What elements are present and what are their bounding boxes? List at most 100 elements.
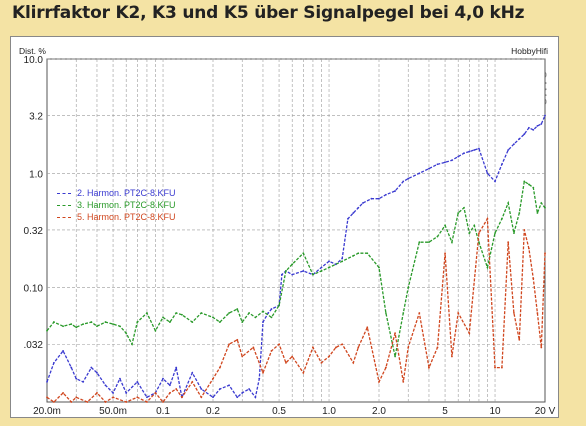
data-point [278, 343, 280, 346]
data-point [270, 316, 273, 319]
data-point [478, 147, 480, 150]
data-point [366, 326, 369, 329]
data-point [236, 338, 239, 341]
legend-label: 2. Harmon. PT2C-8.KFU [77, 188, 176, 198]
x-tick-label: 20 V [535, 406, 556, 417]
data-point [347, 217, 349, 220]
y-tick-label: 0.32 [24, 226, 44, 237]
x-tick-label: 1.0 [322, 406, 336, 417]
plot-area [46, 58, 546, 403]
page-title: Klirrfaktor K2, K3 und K5 über Signalpeg… [12, 3, 525, 23]
data-point [136, 380, 139, 383]
data-point [236, 396, 239, 399]
data-point [418, 241, 421, 244]
data-point [254, 316, 257, 319]
data-point [328, 260, 330, 263]
data-point [125, 332, 128, 335]
data-point [112, 323, 114, 326]
data-point [468, 332, 471, 335]
data-point [280, 273, 283, 276]
x-tick-label: 20.0m [33, 406, 61, 417]
data-point [384, 312, 387, 314]
data-point [46, 396, 48, 399]
data-point [436, 235, 439, 238]
series-line-3 [46, 216, 546, 404]
data-point [218, 366, 221, 369]
data-point [501, 366, 503, 369]
data-point [320, 266, 323, 269]
data-point [501, 217, 503, 220]
data-point [335, 346, 337, 349]
data-point [428, 167, 430, 170]
data-point [528, 183, 530, 186]
data-point [451, 159, 453, 162]
x-tick-label: 0.5 [272, 406, 286, 417]
data-point [191, 321, 194, 323]
data-point [70, 323, 73, 326]
data-point [270, 308, 273, 310]
data-point [228, 384, 230, 387]
data-point [70, 366, 73, 369]
data-point [494, 180, 496, 183]
data-point [291, 263, 294, 266]
legend-swatch [57, 216, 71, 218]
data-point [486, 217, 489, 220]
data-point [291, 273, 294, 276]
data-point [169, 384, 171, 387]
data-point [394, 190, 396, 192]
data-point [507, 202, 510, 204]
data-point [181, 396, 183, 399]
data-point [241, 321, 244, 323]
data-point [212, 396, 214, 399]
chart-frame: Dist. % HobbyHifi SAMS 20.0m50.0m0.10.20… [10, 36, 559, 418]
x-tick-label: 10 [489, 406, 501, 417]
data-point [468, 150, 471, 153]
data-point [457, 312, 460, 314]
data-point [407, 286, 410, 289]
data-point [70, 401, 73, 403]
data-point [175, 366, 178, 369]
data-point [200, 312, 203, 314]
data-point [352, 254, 355, 257]
data-point [540, 123, 543, 125]
data-point [112, 392, 114, 394]
data-point [291, 355, 294, 358]
data-point [146, 396, 148, 399]
data-point [328, 355, 330, 358]
data-point [302, 371, 305, 374]
data-point [357, 346, 360, 349]
data-point [90, 321, 93, 323]
data-point [200, 396, 203, 399]
data-point [162, 401, 164, 403]
data-point [302, 270, 305, 272]
data-point [402, 380, 405, 383]
data-point [362, 202, 364, 204]
data-point [473, 149, 476, 151]
y-tick-label: 0.10 [24, 284, 44, 295]
data-point [146, 312, 148, 314]
data-point [463, 152, 465, 155]
y-tick-label: .032 [24, 340, 44, 351]
data-point [518, 338, 521, 341]
data-point [320, 270, 323, 272]
data-point [428, 241, 430, 244]
data-point [104, 384, 107, 387]
data-point [428, 366, 430, 369]
data-point [175, 312, 178, 314]
y-axis-title: Dist. % [19, 46, 46, 56]
data-point [370, 197, 373, 200]
data-point [75, 396, 78, 399]
legend-item: 2. Harmon. PT2C-8.KFU [57, 187, 176, 199]
legend-label: 3. Harmon. PT2C-8.KFU [77, 200, 176, 210]
x-tick-label: 0.2 [206, 406, 220, 417]
data-point [248, 388, 251, 390]
legend-label: 5. Harmon. PT2C-8.KFU [77, 212, 176, 222]
data-point [451, 355, 453, 358]
data-point [378, 380, 380, 383]
data-point [312, 273, 314, 276]
data-point [501, 163, 503, 166]
x-tick-label: 5 [442, 406, 448, 417]
data-point [486, 266, 489, 269]
data-point [125, 392, 128, 394]
data-point [366, 252, 369, 255]
